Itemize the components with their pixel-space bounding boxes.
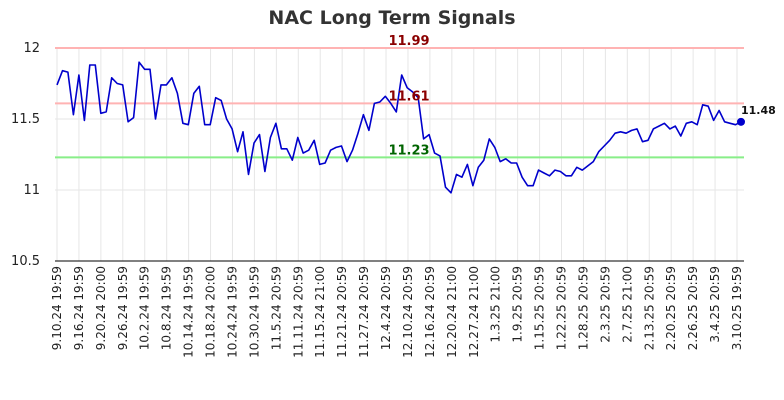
x-tick-label: 11.27.24 20:59 [357, 266, 371, 358]
resistance-label: 11.61 [388, 89, 429, 104]
x-tick-label: 12.27.24 21:00 [467, 266, 481, 358]
x-tick-label: 9.16.24 19:59 [72, 266, 86, 350]
y-tick-label: 11.5 [11, 112, 40, 127]
x-tick-label: 12.16.24 20:59 [423, 266, 437, 358]
x-tick-label: 3.4.25 20:59 [708, 266, 722, 343]
x-tick-label: 3.10.25 19:59 [730, 266, 744, 350]
resistance-label: 11.99 [388, 34, 429, 49]
signal-levels [55, 47, 744, 159]
x-tick-label: 10.2.24 19:59 [138, 266, 152, 350]
x-tick-label: 11.21.24 20:59 [335, 266, 349, 358]
x-tick-label: 12.4.24 20:59 [379, 266, 393, 350]
x-tick-label: 10.30.24 19:59 [247, 266, 261, 358]
y-tick-label: 12 [23, 41, 40, 56]
x-tick-label: 10.18.24 20:00 [204, 266, 218, 358]
x-tick-label: 1.28.25 20:59 [576, 266, 590, 350]
x-tick-label: 2.13.25 20:59 [642, 266, 656, 350]
x-tick-label: 11.5.24 20:59 [269, 266, 283, 350]
x-tick-label: 2.20.25 20:59 [664, 266, 678, 350]
labels: 11.99 11.61 11.23 11.48 [388, 34, 775, 158]
support-label: 11.23 [388, 143, 429, 158]
last-value-label: 11.48 [741, 104, 776, 117]
x-tick-label: 12.10.24 20:59 [401, 266, 415, 358]
last-point-marker [737, 117, 745, 126]
x-tick-label: 11.15.24 21:00 [313, 266, 327, 358]
x-tick-label: 1.15.25 20:59 [533, 266, 547, 350]
x-tick-label: 12.20.24 21:00 [445, 266, 459, 358]
price-series [56, 61, 745, 194]
x-tick-label: 10.14.24 19:59 [182, 266, 196, 358]
x-tick-label: 1.9.25 20:59 [511, 266, 525, 343]
x-tick-label: 11.11.24 20:59 [291, 266, 305, 358]
x-tick-label: 9.20.24 20:00 [94, 266, 108, 350]
y-tick-label: 10.5 [11, 254, 40, 269]
x-tick-label: 9.10.24 19:59 [50, 266, 64, 350]
y-tick-label: 11 [23, 183, 40, 198]
x-tick-label: 1.22.25 20:59 [555, 266, 569, 350]
x-tick-label: 10.24.24 19:59 [225, 266, 239, 358]
price-line [56, 61, 742, 194]
x-tick-label: 1.3.25 21:00 [489, 266, 503, 343]
x-tick-label: 2.3.25 20:59 [598, 266, 612, 343]
chart-title: NAC Long Term Signals [268, 7, 516, 29]
x-tick-label: 9.26.24 19:59 [116, 266, 130, 350]
x-tick-label: 2.26.25 20:59 [686, 266, 700, 350]
axes: 10.5 11 11.5 12 9.10.24 19:59 9.16.24 19:59 9.… [11, 41, 744, 358]
x-tick-label: 2.7.25 21:00 [620, 266, 634, 343]
x-tick-label: 10.8.24 19:59 [160, 266, 174, 350]
